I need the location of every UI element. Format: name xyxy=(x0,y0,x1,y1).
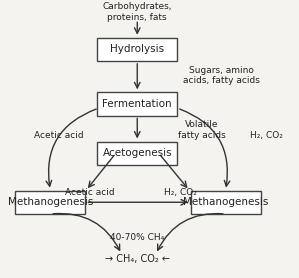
Text: Acetic acid: Acetic acid xyxy=(65,188,115,197)
Text: → CH₄, CO₂ ←: → CH₄, CO₂ ← xyxy=(105,254,170,264)
Text: Sugars, amino
acids, fatty acids: Sugars, amino acids, fatty acids xyxy=(183,66,260,85)
FancyBboxPatch shape xyxy=(97,92,177,116)
FancyBboxPatch shape xyxy=(191,191,260,214)
Text: Acetic acid: Acetic acid xyxy=(34,131,83,140)
Text: Hydrolysis: Hydrolysis xyxy=(110,44,164,54)
Text: Methanogenesis: Methanogenesis xyxy=(183,197,268,207)
Text: Acetogenesis: Acetogenesis xyxy=(103,148,172,158)
Text: 40-70% CH₄: 40-70% CH₄ xyxy=(110,233,164,242)
Text: Carbohydrates,
proteins, fats: Carbohydrates, proteins, fats xyxy=(103,2,172,22)
FancyBboxPatch shape xyxy=(97,38,177,61)
FancyBboxPatch shape xyxy=(97,142,177,165)
Text: Methanogenesis: Methanogenesis xyxy=(8,197,93,207)
FancyBboxPatch shape xyxy=(15,191,85,214)
Text: Fermentation: Fermentation xyxy=(103,99,172,109)
Text: Volatile
fatty acids: Volatile fatty acids xyxy=(178,120,225,140)
Text: H₂, CO₂: H₂, CO₂ xyxy=(250,131,283,140)
Text: H₂, CO₂: H₂, CO₂ xyxy=(164,188,197,197)
